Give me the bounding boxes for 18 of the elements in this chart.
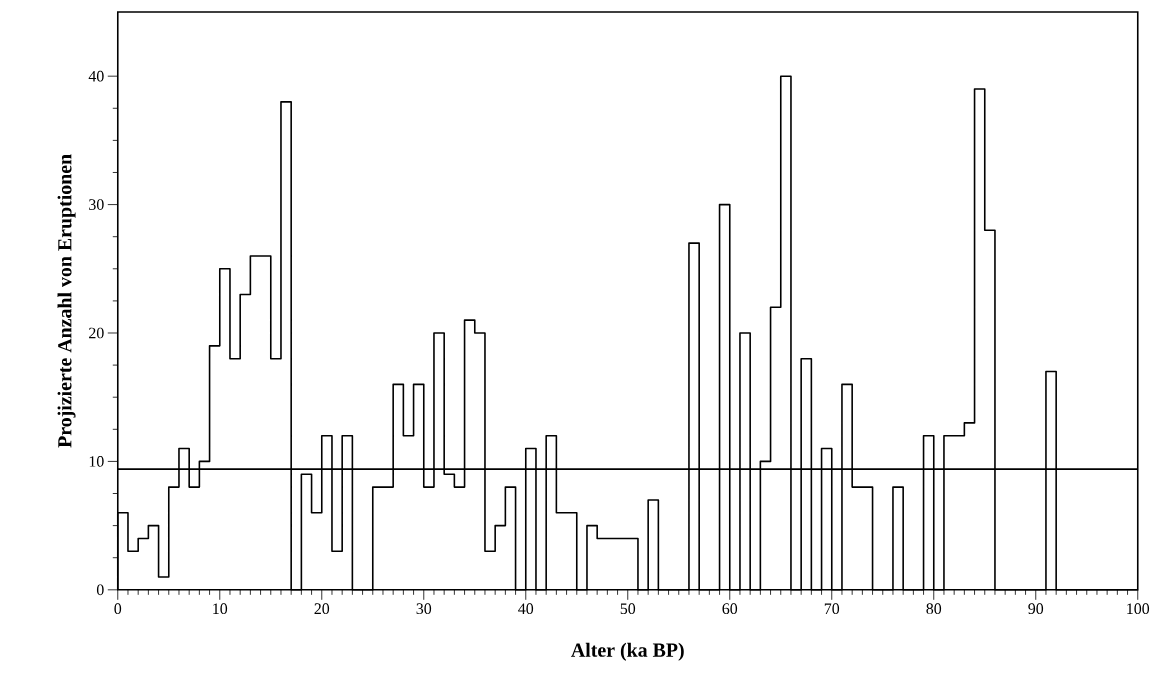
x-tick-label: 90 bbox=[1028, 603, 1044, 615]
y-tick-label: 40 bbox=[88, 71, 104, 82]
x-tick-label: 10 bbox=[213, 603, 228, 615]
x-tick-label: 100 bbox=[1127, 603, 1150, 615]
x-tick-label: 80 bbox=[926, 603, 942, 615]
x-tick-label: 50 bbox=[620, 603, 636, 615]
x-tick-label: 40 bbox=[518, 603, 534, 615]
y-axis-title: Projizierte Anzahl von Eruptionen bbox=[57, 154, 76, 448]
x-tick-label: 20 bbox=[314, 603, 330, 615]
y-tick-label: 10 bbox=[89, 456, 104, 467]
x-axis-title: Alter (ka BP) bbox=[571, 643, 684, 662]
y-tick-label: 0 bbox=[96, 584, 104, 596]
x-tick-label: 0 bbox=[114, 603, 122, 615]
y-tick-label: 30 bbox=[89, 199, 104, 211]
y-tick-label: 20 bbox=[89, 327, 104, 339]
x-tick-label: 60 bbox=[722, 603, 738, 615]
x-tick-label: 30 bbox=[416, 603, 432, 615]
x-tick-label: 70 bbox=[824, 603, 840, 615]
